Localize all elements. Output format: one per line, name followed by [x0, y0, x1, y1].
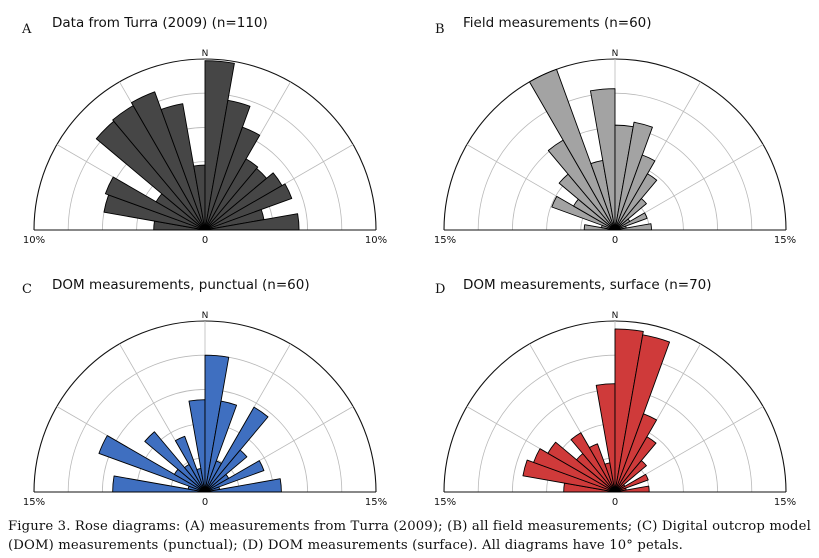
panel-b-petal-12: [614, 154, 656, 231]
panel-d-north-label: N: [612, 311, 619, 321]
panel-b-petal-7: [529, 68, 616, 231]
panel-b-petal-3: [551, 195, 616, 231]
panel-a-tick-left: 10%: [23, 235, 45, 246]
panel-d-petal-13: [614, 436, 657, 493]
panel-d-rose: N: [443, 311, 787, 493]
panel-b-title: Field measurements (n=60): [463, 15, 652, 31]
panel-a-tick-center: 0: [202, 235, 208, 246]
panel-b-rose: N: [443, 49, 787, 231]
panel-d-petal-11: [614, 334, 671, 493]
panel-b-petal-18: [614, 223, 652, 231]
panel-a: A Data from Turra (2009) (n=110) N 10% 0…: [21, 15, 387, 246]
panel-d-letter: D: [435, 282, 445, 297]
panel-b-petal-13: [614, 173, 658, 231]
panel-b-tick-left: 15%: [434, 235, 456, 246]
panel-d-title: DOM measurements, surface (n=70): [463, 277, 712, 293]
panel-c-tick-left: 15%: [23, 497, 45, 508]
panel-c-tick-right: 15%: [365, 497, 387, 508]
panel-d-petal-4: [547, 441, 616, 493]
panel-d-tick-center: 0: [612, 497, 618, 508]
panel-d-petal-3: [533, 448, 616, 493]
panel-d-petal-12: [614, 413, 658, 493]
panel-c-tick-center: 0: [202, 497, 208, 508]
panel-a-rose: N: [33, 49, 377, 231]
panel-b-petal-16: [614, 212, 648, 231]
panel-b-letter: B: [435, 22, 445, 37]
panel-b-petal-14: [614, 198, 647, 231]
panel-d-tick-right: 15%: [774, 497, 796, 508]
panel-b-petal-9: [590, 88, 616, 231]
panel-a-petal-7: [131, 91, 206, 231]
panel-c-petal-1: [112, 475, 206, 493]
panel-a-title: Data from Turra (2009) (n=110): [52, 15, 268, 31]
panel-d-petal-6: [570, 432, 616, 493]
panel-d-petal-14: [614, 460, 647, 493]
panel-c: C DOM measurements, punctual (n=60) N 15…: [22, 277, 387, 508]
panel-c-title: DOM measurements, punctual (n=60): [52, 277, 310, 293]
panel-a-petal-12: [204, 126, 261, 231]
panel-a-north-label: N: [202, 49, 209, 59]
panel-a-petal-13: [204, 158, 259, 231]
panel-c-petal-14: [204, 449, 248, 493]
panel-c-petal-16: [204, 460, 265, 493]
panel-b-tick-right: 15%: [774, 235, 796, 246]
panel-a-petal-8: [160, 103, 206, 231]
panel-d-tick-left: 15%: [434, 497, 456, 508]
panel-a-petal-16: [204, 183, 293, 231]
panel-c-rose: N: [33, 311, 377, 493]
panel-b-tick-center: 0: [612, 235, 618, 246]
panel-c-petal-3: [98, 435, 206, 493]
panel-d-petal-18: [614, 485, 650, 493]
panel-b-north-label: N: [612, 49, 619, 59]
panel-c-petal-7: [174, 435, 206, 493]
panel-d-petal-7: [588, 443, 616, 493]
panel-a-petal-3: [104, 176, 206, 231]
panel-c-petal-5: [144, 431, 206, 493]
figure-caption: Figure 3. Rose diagrams: (A) measurement…: [8, 519, 811, 553]
panel-d: D DOM measurements, surface (n=70) N 15%…: [434, 277, 796, 508]
panel-c-north-label: N: [202, 311, 209, 321]
panel-d-petal-16: [614, 473, 649, 493]
panel-a-petal-11: [204, 99, 251, 231]
panel-a-tick-right: 10%: [365, 235, 387, 246]
panel-c-petal-18: [204, 478, 282, 493]
panel-c-letter: C: [22, 282, 32, 297]
panel-b: B Field measurements (n=60) N 15% 0 15%: [434, 15, 796, 246]
panel-a-petal-18: [204, 213, 300, 231]
panel-c-petal-13: [204, 406, 269, 493]
panel-a-letter: A: [21, 22, 32, 37]
